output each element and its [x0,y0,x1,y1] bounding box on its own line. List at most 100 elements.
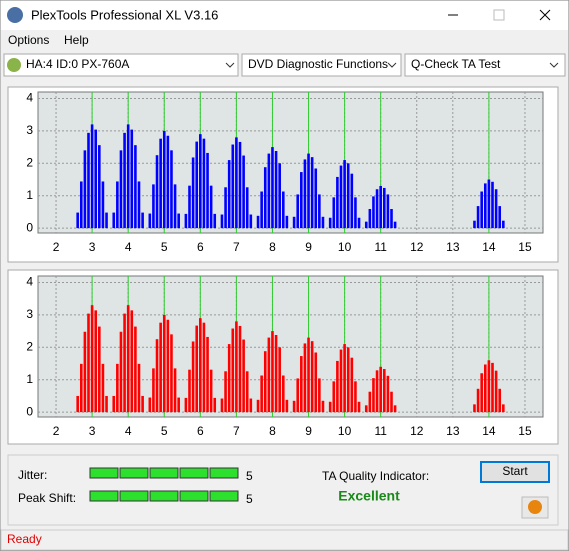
bar [354,381,357,413]
bar [357,217,361,229]
bar [249,398,253,413]
maximize-button[interactable] [493,9,505,21]
y-tick-label: 4 [26,91,33,105]
bar [494,370,498,413]
bar [339,349,343,413]
drive-select[interactable] [3,53,239,77]
bar [256,215,260,229]
bar [98,326,101,413]
bar [148,397,152,413]
bar [224,187,227,229]
app-icon [7,7,23,23]
test-select[interactable] [404,53,566,77]
x-tick-label: 8 [269,424,276,438]
bar [209,369,213,413]
bar [137,363,141,413]
bar [274,150,278,229]
bar [346,347,350,413]
bar [155,339,159,413]
bar [350,357,354,413]
bar [307,337,310,413]
menu-item[interactable]: Options [8,33,49,47]
bar [162,314,166,413]
bar [90,124,94,229]
bar [126,305,130,413]
bar [87,313,90,413]
bar [220,214,224,229]
bar [177,397,180,413]
bar [368,209,372,229]
bar [159,138,162,229]
peak-shift-value: 5 [246,492,253,506]
x-tick-label: 11 [374,424,387,438]
bar [346,163,350,229]
x-tick-label: 7 [233,240,240,254]
bar [238,141,242,229]
dropdown-arrow [225,62,235,68]
bar [112,212,116,229]
bar [152,368,155,413]
bar [227,344,231,413]
bar [195,141,199,229]
bar [188,185,191,229]
bar [390,391,393,413]
info-icon [528,500,542,514]
bar [476,388,480,413]
x-tick-label: 6 [197,240,204,254]
bar [314,168,318,229]
bar [393,405,397,413]
y-tick-label: 3 [26,123,33,137]
bar [502,404,505,413]
bar [249,214,253,229]
bar [498,206,502,229]
menu-item[interactable]: Help [64,33,89,47]
jitter-value: 5 [246,469,253,483]
bar [206,152,209,229]
bar [303,159,307,229]
start-button[interactable] [480,461,550,483]
bar [267,153,271,229]
bar [184,213,188,229]
dropdown-arrow [387,62,397,68]
bar [134,326,137,413]
bar [184,397,188,413]
bar [476,206,480,229]
y-tick-label: 1 [26,188,33,202]
x-tick-label: 2 [53,240,60,254]
bar [206,336,209,413]
bar [231,328,235,413]
bar [487,179,491,229]
bar [296,378,300,413]
bar [76,395,79,413]
function-select[interactable] [241,53,402,77]
bar [473,220,476,229]
bar [350,173,354,229]
bar [480,373,483,413]
close-button[interactable] [539,9,551,21]
bar [300,356,303,413]
meter-segment [89,490,119,502]
bar [213,397,217,413]
peak-shift-label: Peak Shift: [18,491,76,505]
bar [227,160,231,229]
x-tick-label: 4 [125,424,132,438]
x-tick-label: 2 [53,424,60,438]
bar [382,369,386,413]
bar [321,400,325,413]
bar [263,167,267,229]
bar [375,370,379,413]
bar [274,334,278,413]
x-tick-label: 9 [305,240,312,254]
bar [76,212,79,229]
bar [105,212,108,229]
results-panel [7,454,559,526]
bar [375,189,379,229]
bar [94,310,98,413]
x-tick-label: 15 [518,240,532,254]
bar [296,194,300,229]
bar [487,360,491,413]
y-tick-label: 0 [26,220,33,234]
bar [393,221,397,229]
bar [83,150,87,229]
